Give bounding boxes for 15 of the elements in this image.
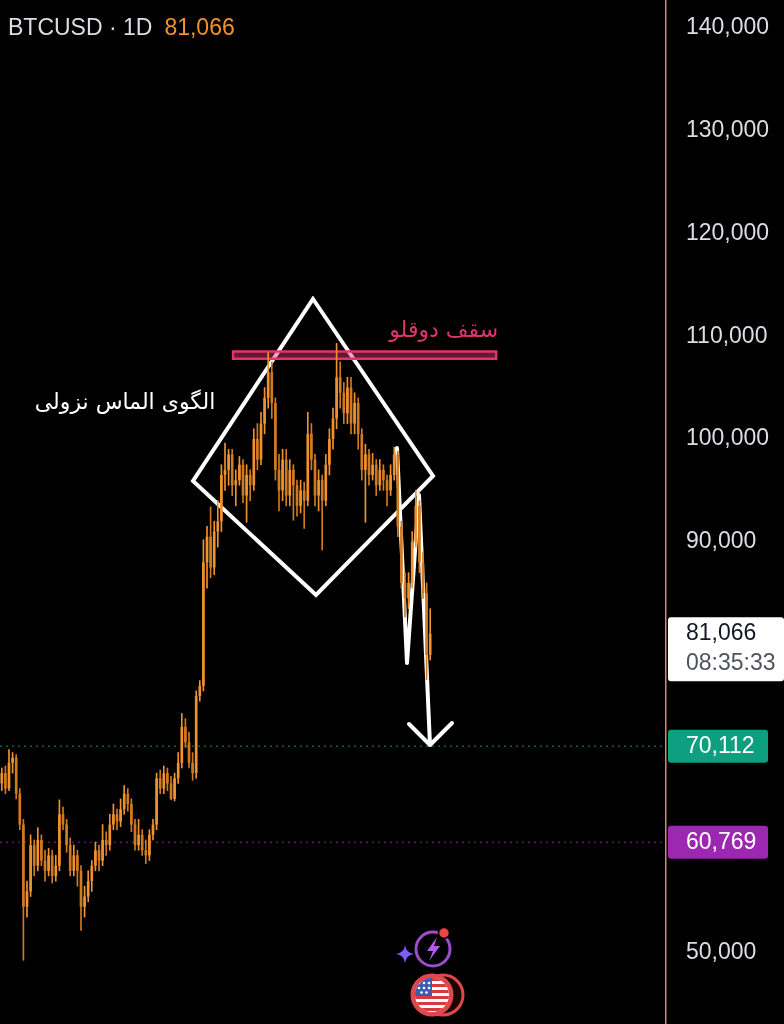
band-label: سقف دوقلو <box>388 317 499 343</box>
y-tick-label: 50,000 <box>686 938 757 965</box>
y-tick-label: 140,000 <box>686 13 770 40</box>
text: 08:35:33 <box>686 649 776 676</box>
text: 81,066 <box>686 619 757 646</box>
y-tick-label: 110,000 <box>686 321 768 348</box>
y-tick-label: 130,000 <box>686 115 770 142</box>
ref-line-label: 70,112 <box>686 731 755 758</box>
text: 81,066 <box>164 14 235 41</box>
y-tick-label: 100,000 <box>686 424 770 451</box>
y-tick-label: 90,000 <box>686 527 757 554</box>
y-tick-label: 120,000 <box>686 218 770 245</box>
annotation: الگوی الماس نزولی <box>34 388 216 415</box>
text: BTCUSD · 1D <box>8 14 153 41</box>
ref-line-label: 60,769 <box>686 827 757 854</box>
